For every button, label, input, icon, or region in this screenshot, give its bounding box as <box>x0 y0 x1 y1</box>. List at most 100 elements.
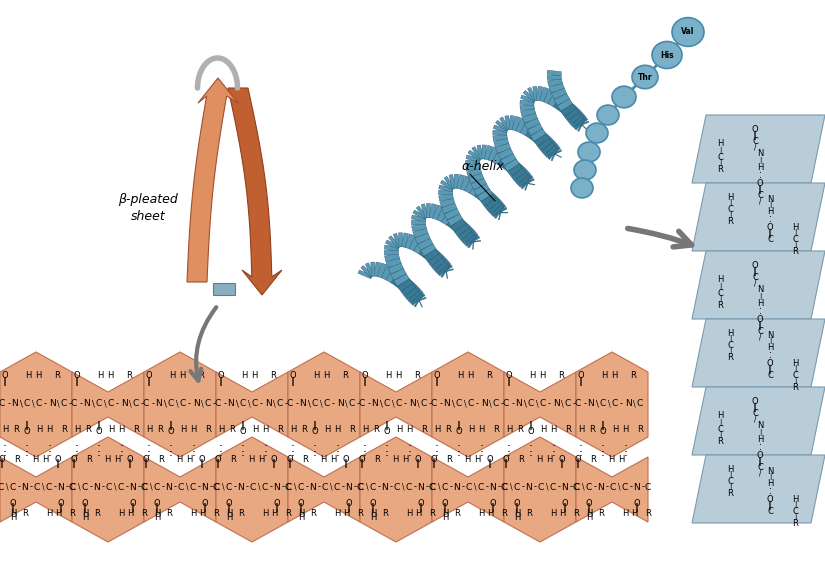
Text: |: | <box>728 484 731 491</box>
Text: ‖: ‖ <box>635 503 639 513</box>
Text: ·: · <box>758 173 761 183</box>
Text: O: O <box>502 454 509 464</box>
Text: N: N <box>93 483 101 491</box>
Polygon shape <box>421 243 436 256</box>
Text: ‖: ‖ <box>56 460 60 469</box>
Text: ‖: ‖ <box>758 457 762 465</box>
Polygon shape <box>544 89 554 104</box>
Text: ‖: ‖ <box>507 376 511 386</box>
Polygon shape <box>0 457 72 522</box>
Text: H: H <box>2 425 8 435</box>
Text: -: - <box>162 483 164 491</box>
Text: -: - <box>593 483 596 491</box>
Polygon shape <box>467 168 482 177</box>
Polygon shape <box>465 233 478 244</box>
Text: .: . <box>25 446 29 460</box>
Text: C: C <box>108 399 114 409</box>
Text: .: . <box>529 446 533 460</box>
Polygon shape <box>446 213 460 228</box>
Polygon shape <box>521 179 535 186</box>
Polygon shape <box>411 293 422 305</box>
Text: O: O <box>600 427 606 435</box>
Text: .: . <box>601 442 605 454</box>
Text: C: C <box>34 483 40 491</box>
Text: O: O <box>361 372 368 380</box>
Ellipse shape <box>597 105 619 125</box>
Text: -: - <box>281 483 285 491</box>
Text: N: N <box>526 483 532 491</box>
Text: C: C <box>70 483 76 491</box>
Text: R: R <box>13 425 19 435</box>
Text: R: R <box>486 372 492 380</box>
Text: C: C <box>370 483 376 491</box>
Text: .: . <box>219 436 223 450</box>
Text: H: H <box>104 454 111 464</box>
Text: C: C <box>324 399 330 409</box>
Text: |: | <box>719 283 721 291</box>
Polygon shape <box>386 258 401 268</box>
Text: C: C <box>514 483 520 491</box>
Text: N: N <box>228 399 234 409</box>
Text: ‖: ‖ <box>288 460 292 469</box>
Polygon shape <box>469 181 482 197</box>
Text: C: C <box>96 399 102 409</box>
Text: \: \ <box>200 399 203 409</box>
Polygon shape <box>427 253 442 266</box>
Polygon shape <box>374 262 380 277</box>
Text: .: . <box>241 436 245 450</box>
Text: H: H <box>766 206 773 216</box>
Text: |: | <box>769 202 771 209</box>
Text: .: . <box>624 446 628 460</box>
Polygon shape <box>562 102 576 117</box>
Text: H: H <box>362 425 368 435</box>
Polygon shape <box>384 250 398 255</box>
Text: H: H <box>32 454 38 464</box>
Text: -: - <box>413 483 417 491</box>
Text: R: R <box>637 425 643 435</box>
Text: C: C <box>757 462 763 472</box>
Polygon shape <box>692 319 825 387</box>
Polygon shape <box>441 265 450 277</box>
Text: H: H <box>262 509 268 517</box>
Polygon shape <box>458 228 472 240</box>
Text: N: N <box>49 399 55 409</box>
Text: ‖: ‖ <box>457 421 461 429</box>
Text: H: H <box>757 162 763 172</box>
Text: N: N <box>625 399 631 409</box>
Text: R: R <box>61 425 67 435</box>
Text: \: \ <box>438 483 441 491</box>
Text: R: R <box>382 509 388 517</box>
Text: C: C <box>540 399 546 409</box>
Text: C: C <box>24 399 31 409</box>
Text: -: - <box>318 483 320 491</box>
Text: R: R <box>349 425 355 435</box>
Polygon shape <box>216 437 288 542</box>
Text: -: - <box>642 483 644 491</box>
Polygon shape <box>384 253 399 261</box>
Ellipse shape <box>632 65 658 88</box>
Text: O: O <box>346 498 352 507</box>
Polygon shape <box>440 269 454 273</box>
Text: O: O <box>10 498 16 507</box>
Polygon shape <box>360 372 432 437</box>
Text: -: - <box>246 483 248 491</box>
Text: C: C <box>0 483 4 491</box>
Text: .: . <box>97 446 101 460</box>
Text: C: C <box>118 483 124 491</box>
Text: -: - <box>428 399 431 409</box>
Text: N: N <box>156 399 163 409</box>
Text: ‖: ‖ <box>144 460 148 469</box>
Text: |: | <box>719 295 721 302</box>
Polygon shape <box>144 457 216 522</box>
Text: O: O <box>752 261 758 269</box>
Text: .: . <box>291 446 295 460</box>
Polygon shape <box>370 262 375 276</box>
Text: .: . <box>48 442 52 454</box>
Polygon shape <box>432 205 442 220</box>
Text: C: C <box>35 399 42 409</box>
Text: .: . <box>219 442 223 454</box>
Text: ‖: ‖ <box>753 266 757 276</box>
Polygon shape <box>450 218 466 231</box>
Text: H: H <box>146 425 152 435</box>
Text: H: H <box>406 509 412 517</box>
